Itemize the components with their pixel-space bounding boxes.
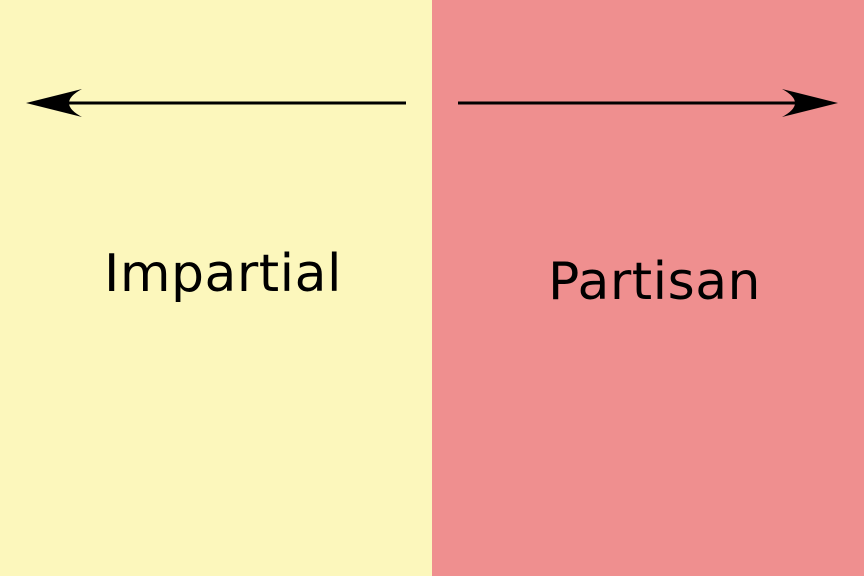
partisan-panel: Partisan — [432, 0, 864, 576]
impartial-panel: Impartial — [0, 0, 432, 576]
arrow-right-icon — [458, 89, 838, 117]
arrow-left-icon — [26, 89, 406, 117]
partisan-label: Partisan — [548, 252, 762, 312]
impartial-label: Impartial — [104, 244, 342, 304]
